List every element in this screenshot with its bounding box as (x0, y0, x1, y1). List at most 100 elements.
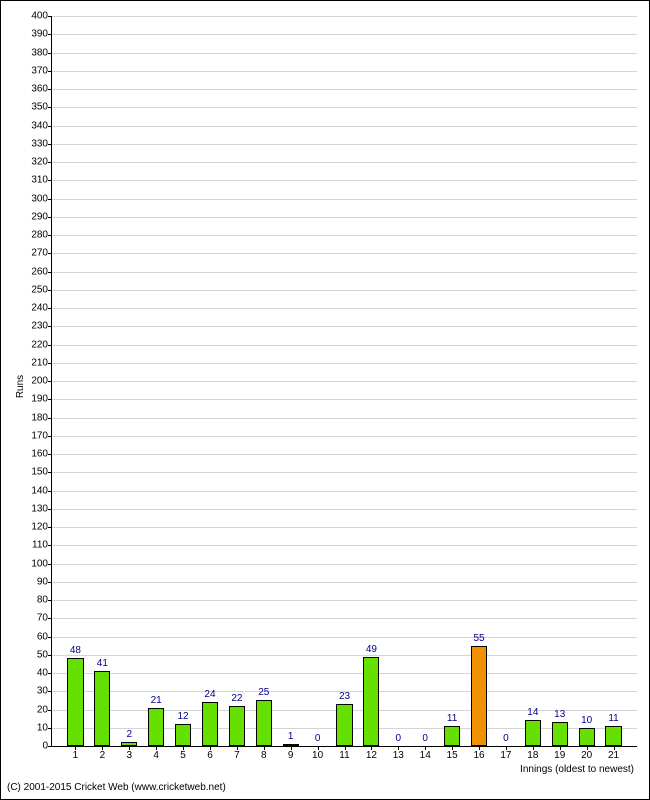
gridline (52, 272, 637, 273)
bar (148, 708, 164, 746)
bar-value-label: 1 (288, 731, 294, 742)
y-tick-label: 50 (37, 649, 52, 660)
y-tick-label: 250 (31, 284, 52, 295)
x-tick-label: 12 (366, 746, 377, 761)
y-tick-label: 310 (31, 175, 52, 186)
gridline (52, 308, 637, 309)
gridline (52, 399, 637, 400)
bar (67, 658, 83, 746)
gridline (52, 454, 637, 455)
bar (605, 726, 621, 746)
y-tick-label: 210 (31, 357, 52, 368)
y-tick-label: 320 (31, 157, 52, 168)
y-tick-label: 130 (31, 503, 52, 514)
y-tick-label: 140 (31, 485, 52, 496)
bar-value-label: 21 (151, 695, 162, 706)
bar-value-label: 24 (204, 689, 215, 700)
gridline (52, 253, 637, 254)
y-tick-label: 80 (37, 595, 52, 606)
y-tick-label: 380 (31, 47, 52, 58)
y-tick-label: 280 (31, 230, 52, 241)
y-tick-label: 90 (37, 576, 52, 587)
bar-value-label: 12 (178, 711, 189, 722)
gridline (52, 655, 637, 656)
x-tick-label: 5 (180, 746, 186, 761)
bar (552, 722, 568, 746)
gridline (52, 71, 637, 72)
gridline (52, 235, 637, 236)
x-axis-label: Innings (oldest to newest) (520, 764, 634, 775)
gridline (52, 144, 637, 145)
gridline (52, 527, 637, 528)
x-tick-label: 3 (126, 746, 132, 761)
plot-area: 0102030405060708090100110120130140150160… (51, 16, 637, 747)
y-tick-label: 180 (31, 412, 52, 423)
gridline (52, 34, 637, 35)
bar-value-label: 11 (447, 713, 457, 724)
gridline (52, 180, 637, 181)
x-tick-label: 14 (420, 746, 431, 761)
x-tick-label: 13 (393, 746, 404, 761)
x-tick-label: 2 (100, 746, 106, 761)
gridline (52, 199, 637, 200)
y-tick-label: 300 (31, 193, 52, 204)
y-tick-label: 390 (31, 29, 52, 40)
x-tick-label: 1 (73, 746, 79, 761)
gridline (52, 509, 637, 510)
gridline (52, 89, 637, 90)
gridline (52, 290, 637, 291)
bar-value-label: 0 (503, 733, 509, 744)
x-tick-label: 21 (608, 746, 619, 761)
bar (94, 671, 110, 746)
bar-value-label: 0 (315, 733, 321, 744)
bar (336, 704, 352, 746)
y-tick-label: 150 (31, 467, 52, 478)
gridline (52, 436, 637, 437)
bar (471, 646, 487, 746)
y-tick-label: 30 (37, 686, 52, 697)
bar-value-label: 49 (366, 644, 377, 655)
bar-value-label: 55 (473, 633, 484, 644)
gridline (52, 564, 637, 565)
gridline (52, 472, 637, 473)
bar-value-label: 22 (231, 693, 242, 704)
bar (579, 728, 595, 746)
copyright-text: (C) 2001-2015 Cricket Web (www.cricketwe… (7, 782, 226, 793)
x-tick-label: 15 (447, 746, 458, 761)
x-tick-label: 11 (339, 746, 349, 761)
gridline (52, 107, 637, 108)
x-tick-label: 19 (554, 746, 565, 761)
y-tick-label: 240 (31, 303, 52, 314)
gridline (52, 326, 637, 327)
bar-value-label: 0 (396, 733, 402, 744)
y-tick-label: 100 (31, 558, 52, 569)
bar-value-label: 41 (97, 658, 108, 669)
y-tick-label: 400 (31, 11, 52, 22)
bar-value-label: 25 (258, 687, 269, 698)
chart-container: 0102030405060708090100110120130140150160… (0, 0, 650, 800)
y-tick-label: 360 (31, 84, 52, 95)
bar (175, 724, 191, 746)
y-tick-label: 110 (32, 540, 52, 551)
y-tick-label: 260 (31, 266, 52, 277)
y-tick-label: 70 (37, 613, 52, 624)
x-tick-label: 8 (261, 746, 267, 761)
gridline (52, 345, 637, 346)
bar-value-label: 11 (608, 713, 618, 724)
x-tick-label: 7 (234, 746, 240, 761)
y-tick-label: 0 (42, 741, 52, 752)
y-tick-label: 220 (31, 339, 52, 350)
y-tick-label: 20 (37, 704, 52, 715)
y-tick-label: 190 (31, 394, 52, 405)
x-tick-label: 16 (473, 746, 484, 761)
x-tick-label: 9 (288, 746, 294, 761)
gridline (52, 582, 637, 583)
y-tick-label: 160 (31, 449, 52, 460)
x-tick-label: 10 (312, 746, 323, 761)
gridline (52, 126, 637, 127)
bar-value-label: 10 (581, 715, 592, 726)
y-tick-label: 40 (37, 668, 52, 679)
bar-value-label: 0 (422, 733, 428, 744)
y-tick-label: 290 (31, 211, 52, 222)
x-tick-label: 18 (527, 746, 538, 761)
